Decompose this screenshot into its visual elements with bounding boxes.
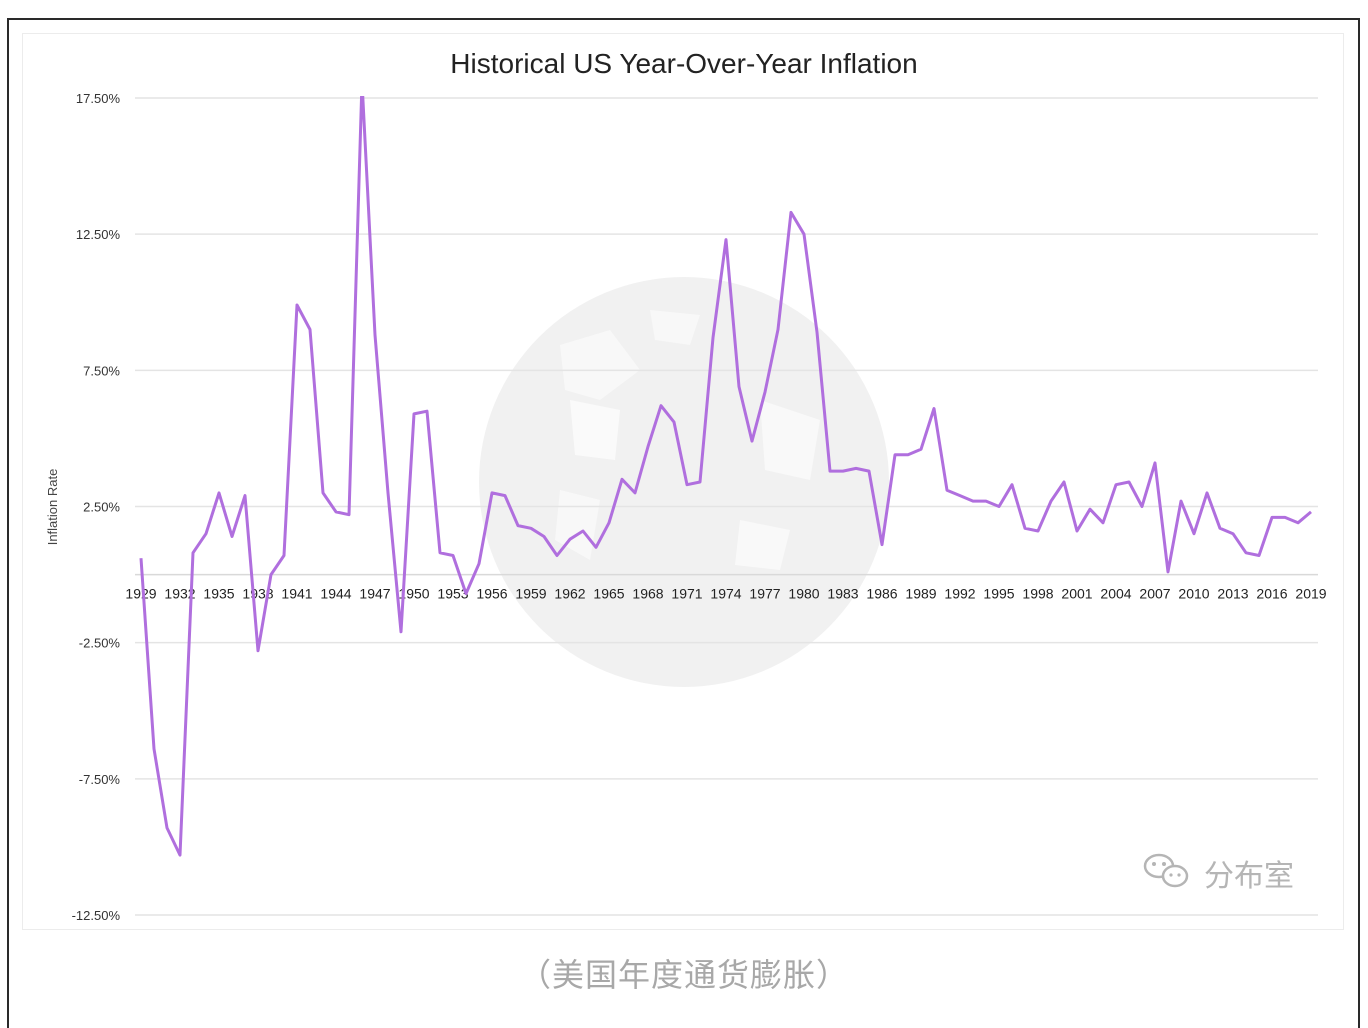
globe-watermark-shard (560, 330, 640, 400)
x-tick-label: 1944 (320, 586, 351, 602)
x-tick-label: 1971 (671, 586, 702, 602)
brand-watermark-text: 分布室 (1204, 859, 1294, 894)
x-tick-label: 2001 (1061, 586, 1092, 602)
figure-caption: （美国年度通货膨胀） (518, 956, 849, 994)
x-tick-label: 1941 (281, 586, 312, 602)
y-tick-label: 2.50% (83, 500, 120, 515)
wechat-icon (1143, 853, 1189, 888)
globe-watermark-shard (650, 310, 700, 345)
x-tick-label: 2010 (1178, 586, 1209, 602)
y-tick-label: 17.50% (76, 91, 121, 106)
x-tick-label: 2019 (1295, 586, 1326, 602)
y-tick-label: 12.50% (76, 227, 121, 242)
x-tick-label: 1974 (710, 586, 741, 602)
x-tick-label: 1959 (515, 586, 546, 602)
x-tick-label: 1983 (827, 586, 858, 602)
gridlines (135, 97, 1318, 916)
x-tick-label: 1950 (398, 586, 429, 602)
brand-watermark: 分布室 (1143, 853, 1294, 894)
x-tick-label: 2007 (1139, 586, 1170, 602)
x-tick-label: 1992 (944, 586, 975, 602)
y-tick-label: -12.50% (72, 908, 121, 923)
series-line (139, 96, 1312, 857)
x-tick-label: 1947 (359, 586, 390, 602)
inflation-line-chart: Historical US Year-Over-Year Inflation 1… (45, 48, 1327, 923)
x-tick-label: 2016 (1256, 586, 1287, 602)
y-tick-label: 7.50% (83, 363, 120, 378)
x-tick-label: 1998 (1022, 586, 1053, 602)
chart-title: Historical US Year-Over-Year Inflation (450, 48, 917, 79)
y-tick-label: -2.50% (79, 636, 121, 651)
x-tick-label: 1929 (125, 586, 156, 602)
x-tick-label: 1977 (749, 586, 780, 602)
x-tick-label: 1935 (203, 586, 234, 602)
x-tick-label: 2013 (1217, 586, 1248, 602)
series-inflation (139, 96, 1312, 857)
y-tick-label: -7.50% (79, 772, 121, 787)
y-axis-label: Inflation Rate (45, 469, 60, 546)
x-tick-label: 1962 (554, 586, 585, 602)
globe-watermark (479, 277, 889, 687)
content-frame (7, 18, 1360, 1028)
x-tick-label: 1968 (632, 586, 663, 602)
x-tick-label: 1980 (788, 586, 819, 602)
x-tick-label: 1995 (983, 586, 1014, 602)
x-tick-label: 2004 (1100, 586, 1131, 602)
x-tick-label: 1986 (866, 586, 897, 602)
x-axis: 1929 1932 1935 1938 1941 1944 1947 1950 1953 1956… (125, 586, 1326, 602)
x-tick-label: 1956 (476, 586, 507, 602)
x-tick-label: 1965 (593, 586, 624, 602)
x-tick-label: 1953 (437, 586, 468, 602)
x-tick-label: 1932 (164, 586, 195, 602)
globe-watermark-shard (735, 520, 790, 570)
x-tick-label: 1989 (905, 586, 936, 602)
globe-watermark-shard (760, 400, 820, 480)
globe-watermark-shard (570, 400, 620, 460)
y-axis: 17.50% 12.50% 7.50% 2.50% -2.50% -7.50% -12.50… (72, 91, 121, 923)
